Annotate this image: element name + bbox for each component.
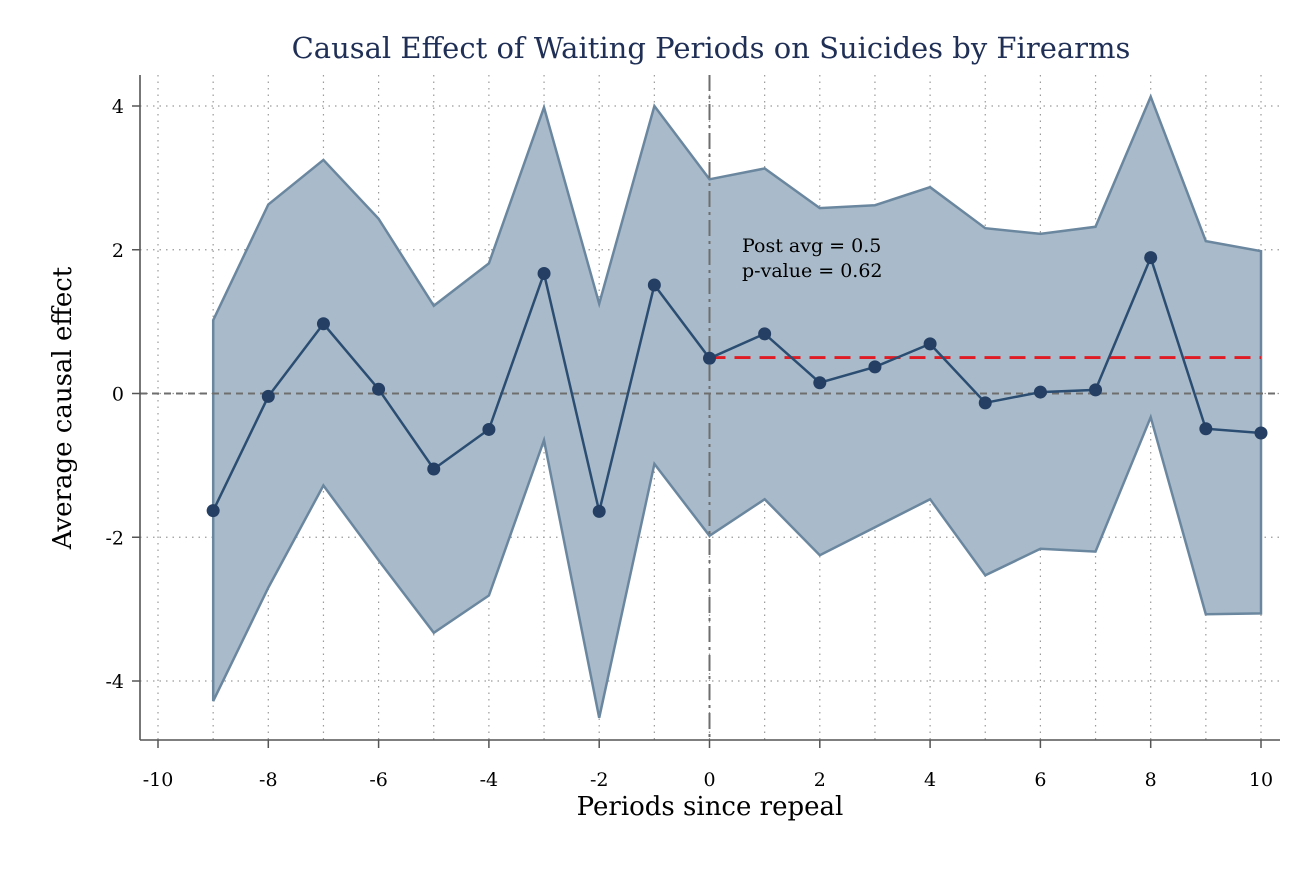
y-tick-label: -4: [105, 671, 124, 693]
data-point: [372, 382, 386, 396]
reference-line-layer: [140, 75, 1280, 740]
data-point: [1089, 383, 1103, 397]
data-point: [923, 337, 937, 351]
data-point: [1144, 251, 1158, 265]
x-tick-label: -8: [259, 769, 278, 791]
x-tick-label: -4: [480, 769, 499, 791]
y-axis-title: Average causal effect: [48, 266, 78, 550]
x-tick-label: -2: [590, 769, 609, 791]
series-point-layer: [206, 251, 1268, 518]
data-point: [1199, 422, 1213, 436]
annotation-p-value: p-value = 0.62: [742, 260, 883, 282]
x-tick-label: 2: [814, 769, 826, 791]
x-tick-label: -10: [143, 769, 174, 791]
confidence-band: [211, 93, 1263, 718]
data-point: [427, 462, 441, 476]
x-tick-label: 4: [924, 769, 936, 791]
series-line-layer: [212, 254, 1262, 512]
data-point: [537, 266, 551, 280]
data-point: [1033, 385, 1047, 399]
series-line: [212, 254, 1262, 512]
x-tick-label: -6: [369, 769, 388, 791]
data-point: [1254, 426, 1268, 440]
x-tick-label: 10: [1249, 769, 1273, 791]
y-tick-label: -2: [105, 527, 124, 549]
data-point: [647, 278, 661, 292]
annotation-post-avg: Post avg = 0.5: [742, 235, 881, 257]
y-tick-label: 4: [112, 96, 124, 118]
x-tick-label: 6: [1034, 769, 1046, 791]
data-point: [813, 376, 827, 390]
data-point: [758, 327, 772, 341]
axis-layer: -4 -2 0 2 4 -10 -8 -6 -4 -2 0 2 4 6 8 10: [105, 75, 1280, 791]
data-point: [703, 351, 716, 365]
x-tick-label: 8: [1145, 769, 1157, 791]
data-point: [592, 504, 606, 518]
x-tick-label: 0: [703, 769, 715, 791]
y-tick-label: 2: [112, 240, 124, 262]
confidence-band-layer: [211, 93, 1263, 718]
chart-title: Causal Effect of Waiting Periods on Suic…: [292, 31, 1131, 65]
data-point: [261, 389, 275, 403]
data-point: [868, 360, 882, 374]
y-tick-label: 0: [112, 384, 124, 406]
data-point: [206, 504, 220, 518]
data-point: [316, 317, 330, 331]
data-point: [482, 422, 496, 436]
x-axis-title: Periods since repeal: [577, 792, 844, 822]
data-point: [978, 396, 992, 410]
